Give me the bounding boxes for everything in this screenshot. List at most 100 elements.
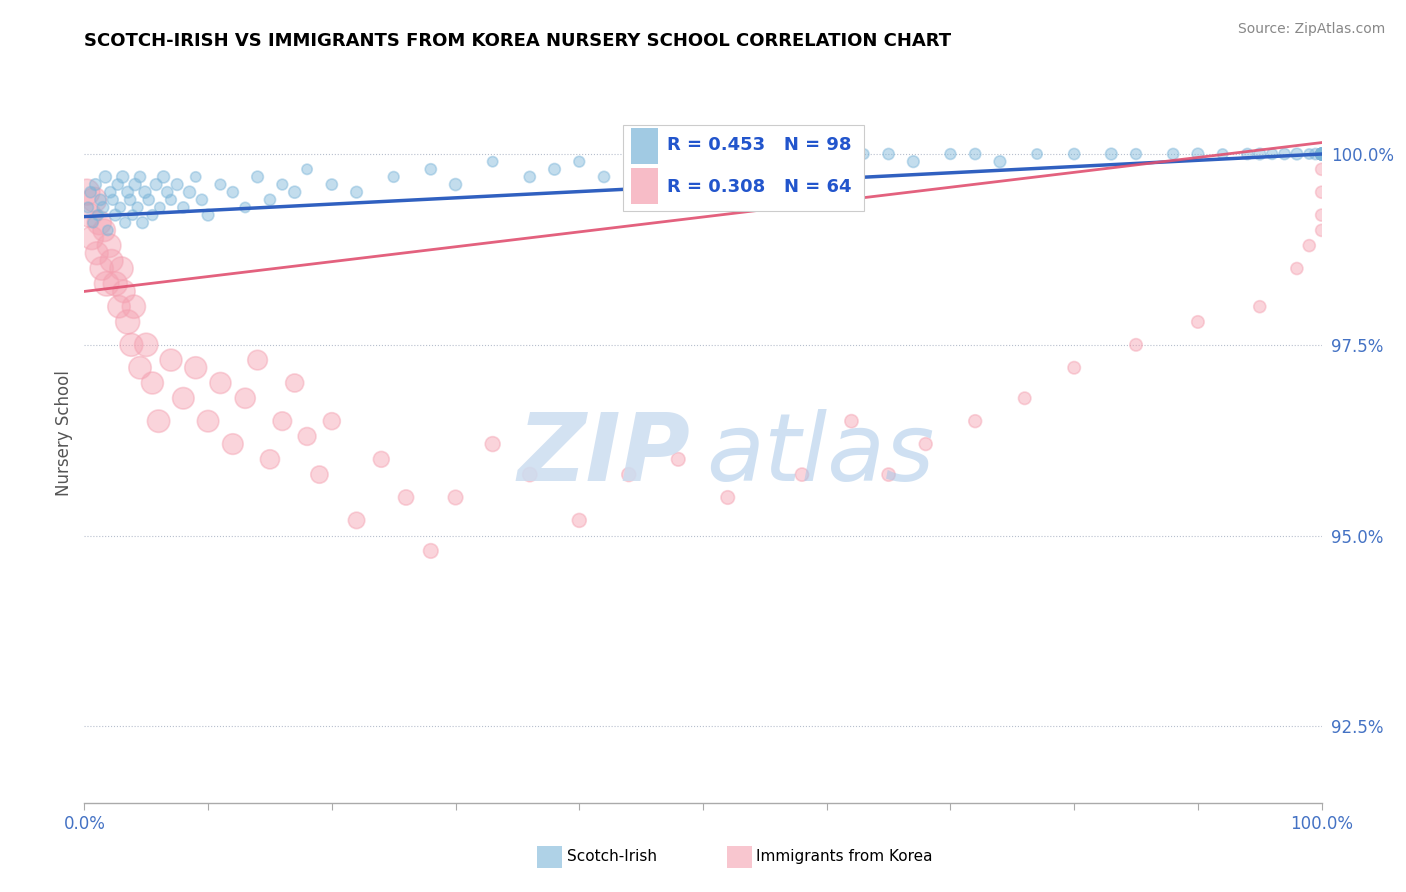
Point (965, 414, 987, 428)
Text: Source: ZipAtlas.com: Source: ZipAtlas.com (1237, 22, 1385, 37)
Point (284, 185, 307, 199)
Point (1298, 238, 1320, 252)
Text: Immigrants from Korea: Immigrants from Korea (756, 849, 934, 863)
Point (1063, 360, 1085, 375)
Point (82, 216, 104, 230)
Point (89, 216, 111, 230)
Point (1161, 147, 1184, 161)
Point (543, 162, 565, 177)
Point (156, 185, 179, 199)
Point (209, 376, 232, 390)
Point (121, 208, 143, 222)
Point (965, 147, 987, 161)
Point (1310, 147, 1333, 161)
Point (1310, 147, 1333, 161)
Point (346, 185, 368, 199)
Point (80, 231, 103, 245)
Point (370, 452, 392, 467)
Point (1310, 223, 1333, 237)
Point (1310, 147, 1333, 161)
Point (129, 360, 152, 375)
Point (1285, 261, 1308, 276)
Point (1298, 147, 1320, 161)
Point (1310, 162, 1333, 177)
Point (110, 201, 132, 215)
Point (1261, 147, 1284, 161)
Point (939, 147, 962, 161)
Point (110, 261, 132, 276)
Point (79, 185, 101, 199)
Point (1236, 147, 1258, 161)
Text: Scotch-Irish: Scotch-Irish (567, 849, 657, 863)
Point (1310, 147, 1333, 161)
Text: R = 0.308   N = 64: R = 0.308 N = 64 (666, 178, 852, 195)
Point (179, 185, 201, 199)
Point (145, 178, 167, 192)
Point (666, 452, 689, 467)
Point (877, 147, 900, 161)
Point (184, 360, 207, 375)
Point (160, 353, 183, 368)
Point (1310, 147, 1333, 161)
Point (568, 513, 591, 527)
Point (98, 238, 121, 252)
Point (1249, 147, 1271, 161)
Point (259, 193, 281, 207)
Point (131, 216, 153, 230)
Point (209, 178, 232, 192)
Point (246, 169, 269, 184)
Point (852, 147, 875, 161)
Point (101, 193, 124, 207)
Point (120, 193, 142, 207)
Point (122, 300, 145, 314)
Point (90, 261, 112, 276)
Point (222, 185, 245, 199)
Point (117, 185, 139, 199)
Point (152, 169, 174, 184)
Point (104, 208, 127, 222)
Point (138, 193, 160, 207)
Point (841, 414, 863, 428)
Point (1026, 147, 1049, 161)
Point (284, 376, 307, 390)
Point (83, 193, 105, 207)
Point (172, 391, 194, 405)
Point (321, 178, 343, 192)
Point (903, 154, 925, 169)
Point (321, 414, 343, 428)
Point (1014, 391, 1036, 405)
Text: R = 0.453   N = 98: R = 0.453 N = 98 (666, 136, 852, 154)
Point (1310, 147, 1333, 161)
Point (630, 147, 652, 161)
Point (419, 162, 441, 177)
Point (1310, 147, 1333, 161)
Point (129, 169, 152, 184)
Point (134, 185, 156, 199)
Point (89, 193, 111, 207)
Point (790, 467, 813, 482)
Point (914, 437, 936, 451)
Point (197, 414, 219, 428)
Point (127, 201, 149, 215)
Point (184, 169, 207, 184)
Point (1063, 147, 1085, 161)
Point (104, 277, 127, 291)
Point (191, 193, 214, 207)
Point (1310, 147, 1333, 161)
Point (76, 185, 98, 199)
Text: atlas: atlas (706, 409, 935, 500)
Point (79, 208, 101, 222)
Point (135, 338, 157, 352)
Point (815, 154, 838, 169)
Point (166, 178, 188, 192)
Point (1310, 147, 1333, 161)
Point (728, 147, 751, 161)
Text: SCOTCH-IRISH VS IMMIGRANTS FROM KOREA NURSERY SCHOOL CORRELATION CHART: SCOTCH-IRISH VS IMMIGRANTS FROM KOREA NU… (84, 32, 952, 50)
Point (295, 162, 318, 177)
Point (111, 169, 134, 184)
Point (1249, 300, 1271, 314)
Point (93, 223, 115, 237)
Point (84, 178, 107, 192)
Point (1310, 147, 1333, 161)
Point (1310, 147, 1333, 161)
